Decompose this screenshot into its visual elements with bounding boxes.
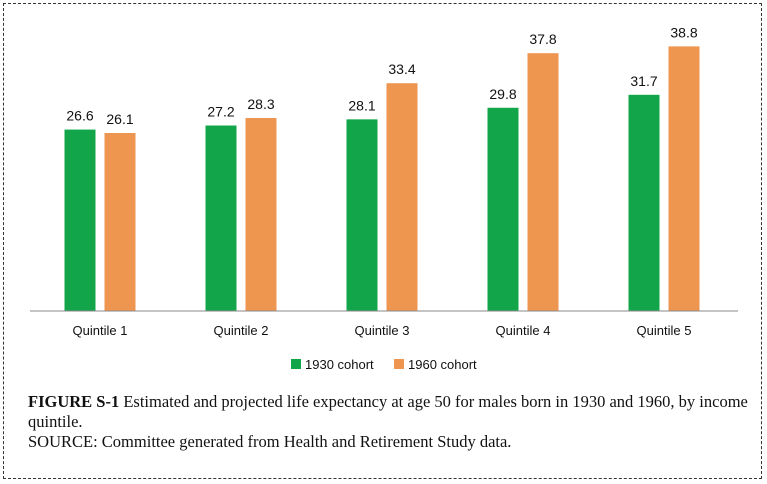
x-tick-label-q2: Quintile 2 xyxy=(214,323,269,338)
figure-frame xyxy=(3,3,762,479)
x-tick-label-q5: Quintile 5 xyxy=(637,323,692,338)
figure-label: FIGURE S-1 xyxy=(28,392,120,411)
x-tick-label-q4: Quintile 4 xyxy=(496,323,551,338)
data-label-1960-q1: 26.1 xyxy=(106,111,133,127)
legend-swatch-1960 xyxy=(394,359,404,369)
x-tick-label-q3: Quintile 3 xyxy=(355,323,410,338)
caption-text: Estimated and projected life expectancy … xyxy=(28,392,748,431)
data-label-1960-q5: 38.8 xyxy=(670,24,697,40)
data-label-1930-q2: 27.2 xyxy=(207,103,234,119)
data-label-1960-q3: 33.4 xyxy=(388,61,415,77)
bars-group: 26.6 26.1 27.2 28.3 28.1 33.4 29.8 37.8 31.7 38.8 xyxy=(64,24,700,311)
bar-1930-q4 xyxy=(487,107,519,311)
bar-1960-q3 xyxy=(386,83,418,311)
x-tick-label-q1: Quintile 1 xyxy=(73,323,128,338)
figure-caption: FIGURE S-1 Estimated and projected life … xyxy=(28,392,748,452)
legend: 1930 cohort 1960 cohort xyxy=(291,357,477,372)
bar-1930-q5 xyxy=(628,94,660,311)
legend-label-1960: 1960 cohort xyxy=(408,357,477,372)
data-label-1960-q2: 28.3 xyxy=(247,96,274,112)
data-label-1930-q3: 28.1 xyxy=(348,97,375,113)
bar-1930-q3 xyxy=(346,119,378,311)
x-tick-labels: Quintile 1 Quintile 2 Quintile 3 Quintile 4… xyxy=(73,323,692,338)
legend-swatch-1930 xyxy=(291,359,301,369)
bar-1930-q1 xyxy=(64,129,96,311)
bar-1930-q2 xyxy=(205,125,237,311)
caption-source: SOURCE: Committee generated from Health … xyxy=(28,432,512,451)
data-label-1930-q5: 31.7 xyxy=(630,73,657,89)
legend-label-1930: 1930 cohort xyxy=(305,357,374,372)
bar-1960-q2 xyxy=(245,117,277,311)
bar-1960-q4 xyxy=(527,53,559,311)
bar-1960-q1 xyxy=(104,132,136,311)
data-label-1960-q4: 37.8 xyxy=(529,31,556,47)
data-label-1930-q4: 29.8 xyxy=(489,86,516,102)
data-label-1930-q1: 26.6 xyxy=(66,108,93,124)
bar-chart: 26.6 26.1 27.2 28.3 28.1 33.4 29.8 37.8 31.7 38.8… xyxy=(30,24,738,372)
bar-1960-q5 xyxy=(668,46,700,311)
